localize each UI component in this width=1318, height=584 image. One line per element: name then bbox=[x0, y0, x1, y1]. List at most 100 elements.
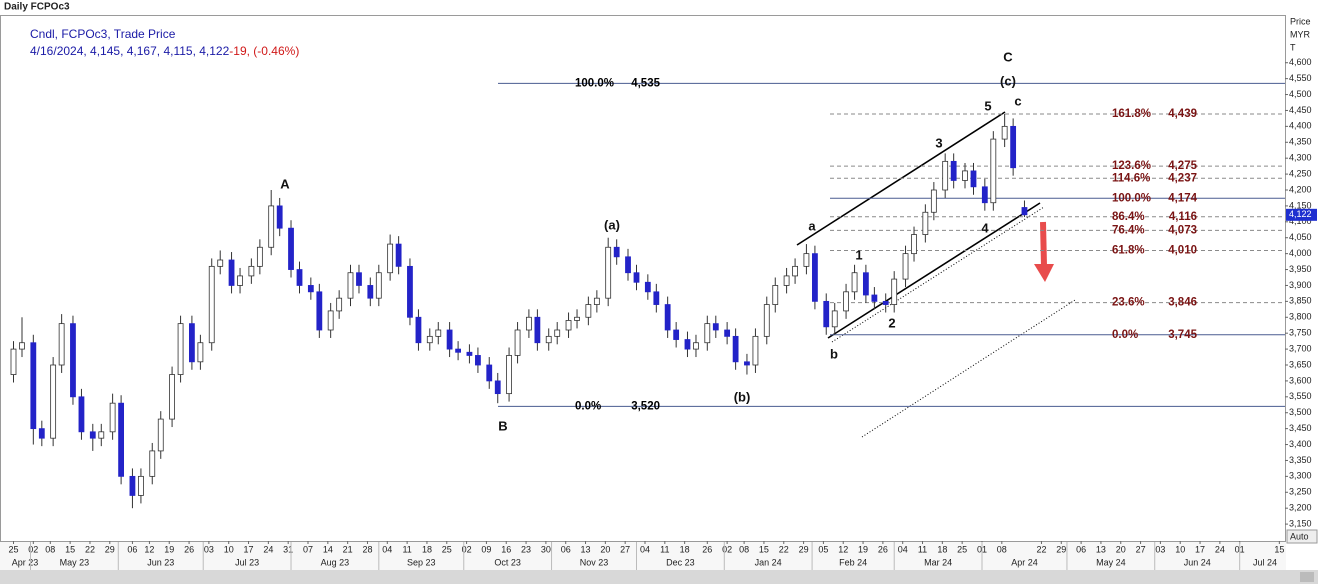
x-tick-label: 29 bbox=[799, 544, 809, 554]
x-tick-label: 11 bbox=[918, 544, 927, 554]
wave-label: c bbox=[1014, 93, 1021, 108]
fib-percent: 100.0% bbox=[575, 77, 614, 89]
scroll-button[interactable] bbox=[1300, 572, 1314, 582]
candle-body bbox=[981, 186, 988, 204]
candle-body bbox=[307, 285, 314, 293]
candle-body bbox=[248, 265, 255, 277]
candle-body bbox=[38, 428, 45, 439]
fib-percent: 114.6% bbox=[1112, 172, 1150, 184]
fib-value: 3,745 bbox=[1168, 329, 1197, 341]
x-tick-label: 30 bbox=[541, 544, 551, 554]
fib-percent: 61.8% bbox=[1112, 244, 1145, 256]
candle-body bbox=[149, 450, 156, 477]
fib-value: 4,174 bbox=[1168, 192, 1197, 204]
candle-body bbox=[871, 294, 878, 302]
y-tick-label: 4,250 bbox=[1289, 168, 1312, 178]
x-tick-label: 31 bbox=[283, 544, 293, 554]
y-tick-label: 4,100 bbox=[1289, 216, 1312, 226]
candle-body bbox=[990, 138, 997, 204]
down-arrow bbox=[1034, 221, 1054, 282]
y-tick-label: 3,350 bbox=[1289, 455, 1312, 465]
x-tick-label: 02 bbox=[462, 544, 472, 554]
candle-body bbox=[50, 364, 57, 439]
candle-body bbox=[1021, 207, 1028, 216]
candle-body bbox=[823, 300, 830, 328]
x-tick-label: 20 bbox=[1116, 544, 1126, 554]
candle-body bbox=[633, 272, 640, 283]
month-label: May 23 bbox=[60, 557, 90, 567]
fib-percent: 100.0% bbox=[1112, 192, 1151, 204]
month-label: Nov 23 bbox=[580, 557, 609, 567]
candle-body bbox=[228, 259, 235, 286]
month-label: Oct 23 bbox=[494, 557, 521, 567]
x-tick-label: 18 bbox=[422, 544, 432, 554]
x-tick-label: 03 bbox=[1155, 544, 1165, 554]
x-tick-label: 20 bbox=[600, 544, 610, 554]
candle-body bbox=[407, 265, 413, 318]
x-tick-label: 19 bbox=[164, 544, 174, 554]
candle-body bbox=[446, 329, 453, 350]
y-axis-title: Price bbox=[1290, 16, 1311, 26]
candle-body bbox=[744, 361, 750, 366]
candle-body bbox=[197, 342, 204, 363]
x-tick-label: 13 bbox=[581, 544, 591, 554]
candle-body bbox=[704, 323, 711, 344]
candle-body bbox=[653, 291, 660, 305]
candle-body bbox=[534, 316, 541, 344]
candle-body bbox=[902, 253, 909, 280]
candle-body bbox=[803, 253, 810, 267]
fib-value: 3,520 bbox=[631, 400, 660, 412]
candle-body bbox=[950, 160, 957, 181]
legend-title: Cndl, FCPOc3, Trade Price bbox=[30, 27, 176, 41]
candle-body bbox=[58, 323, 65, 366]
legend-ohlc: 4/16/2024, 4,145, 4,167, 4,115, 4,122 bbox=[30, 44, 230, 58]
x-tick-label: 06 bbox=[127, 544, 137, 554]
month-label: Jun 24 bbox=[1184, 557, 1211, 567]
month-label: Sep 23 bbox=[407, 557, 436, 567]
candle-body bbox=[208, 265, 215, 344]
projection-dotted bbox=[861, 299, 1076, 438]
y-axis-unit: MYR bbox=[1290, 29, 1311, 39]
y-tick-label: 4,350 bbox=[1289, 137, 1312, 147]
candle-body bbox=[882, 300, 889, 305]
candle-body bbox=[486, 364, 493, 382]
y-tick-label: 3,850 bbox=[1289, 296, 1312, 306]
x-tick-label: 25 bbox=[957, 544, 967, 554]
y-tick-label: 4,050 bbox=[1289, 232, 1312, 242]
candle-body bbox=[911, 234, 917, 255]
month-label: Jun 23 bbox=[147, 557, 174, 567]
candle-body bbox=[831, 310, 838, 328]
y-tick-label: 3,700 bbox=[1289, 343, 1312, 353]
candle-body bbox=[426, 335, 433, 344]
candle-body bbox=[970, 170, 977, 188]
x-tick-label: 24 bbox=[1215, 544, 1225, 554]
x-tick-label: 08 bbox=[45, 544, 55, 554]
candle-body bbox=[276, 205, 283, 229]
wave-label: (c) bbox=[1000, 73, 1016, 88]
candle-body bbox=[843, 291, 849, 312]
auto-label[interactable]: Auto bbox=[1290, 531, 1309, 541]
x-tick-label: 28 bbox=[362, 544, 372, 554]
x-tick-label: 04 bbox=[640, 544, 650, 554]
y-tick-label: 3,800 bbox=[1289, 312, 1312, 322]
wave-label: B bbox=[498, 418, 507, 433]
candle-body bbox=[862, 272, 869, 296]
wave-labels: A B C (a) (b) (c) a b c 1 2 3 4 5 bbox=[280, 49, 1021, 433]
candle-body bbox=[395, 243, 402, 267]
candle-body bbox=[189, 323, 195, 363]
wave-label: (b) bbox=[734, 389, 751, 404]
candle-body bbox=[693, 342, 699, 350]
y-tick-label: 3,750 bbox=[1289, 328, 1312, 338]
candle-body bbox=[574, 316, 580, 321]
candle-body bbox=[415, 316, 422, 344]
candle-body bbox=[593, 297, 600, 305]
auto-button[interactable] bbox=[1286, 529, 1318, 544]
wave-label: 2 bbox=[888, 315, 895, 330]
x-tick-label: 03 bbox=[204, 544, 214, 554]
fib-value: 4,237 bbox=[1168, 172, 1197, 184]
candle-body bbox=[129, 475, 136, 496]
month-label: Feb 24 bbox=[839, 557, 867, 567]
y-tick-label: 3,450 bbox=[1289, 423, 1312, 433]
x-tick-label: 12 bbox=[144, 544, 154, 554]
y-axis-note: T bbox=[1290, 42, 1296, 52]
